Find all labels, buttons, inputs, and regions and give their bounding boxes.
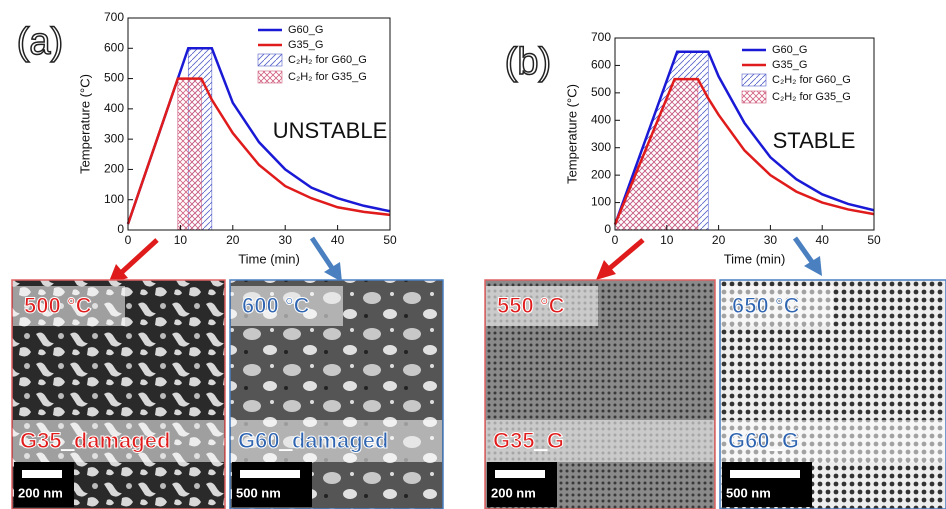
- y-tick-label: 200: [591, 167, 611, 181]
- temperature-label: 500 °C: [24, 293, 92, 318]
- x-axis-title: Time (min): [238, 251, 300, 266]
- sample-label: G60_damaged: [238, 428, 388, 453]
- x-tick-label: 30: [279, 233, 293, 247]
- y-tick-label: 100: [104, 192, 124, 206]
- sem-images: 500 °C G35_damaged 200 nm 600 °C G60_damaged…: [12, 280, 946, 509]
- arrow: [312, 238, 332, 268]
- x-tick-label: 50: [383, 233, 397, 247]
- temperature-label: 650 °C: [732, 293, 800, 318]
- legend-label: G60_G: [288, 24, 323, 36]
- legend-swatch: [742, 91, 766, 103]
- figure: 010203040500100200300400500600700Time (m…: [0, 0, 946, 509]
- annotation: UNSTABLE: [273, 118, 388, 143]
- scale-bar: [22, 470, 62, 478]
- scale-label: 500 nm: [726, 485, 771, 500]
- temperature-label: 600 °C: [242, 293, 310, 318]
- sample-label: G35_damaged: [20, 428, 170, 453]
- x-tick-label: 40: [816, 233, 830, 247]
- legend-swatch: [742, 74, 766, 86]
- sample-label: G60_G: [728, 428, 799, 453]
- legend-label: C₂H₂ for G35_G: [288, 71, 367, 83]
- y-tick-label: 600: [591, 58, 611, 72]
- arrow: [795, 238, 812, 262]
- y-axis-title: Temperature (°C): [564, 84, 579, 184]
- y-tick-label: 100: [591, 195, 611, 209]
- y-tick-label: 400: [104, 101, 124, 115]
- legend-label: C₂H₂ for G60_G: [772, 74, 851, 86]
- x-tick-label: 10: [660, 233, 674, 247]
- x-axis-title: Time (min): [724, 251, 786, 266]
- y-tick-label: 500: [104, 71, 124, 85]
- x-tick-label: 0: [125, 233, 132, 247]
- y-tick-label: 300: [591, 140, 611, 154]
- legend-swatch: [258, 71, 282, 83]
- y-tick-label: 500: [591, 85, 611, 99]
- hatched-span: [615, 79, 698, 230]
- y-tick-label: 0: [117, 222, 124, 236]
- temperature-label: 550 °C: [497, 293, 565, 318]
- panel-label: (b): [505, 41, 551, 83]
- scale-label: 200 nm: [18, 485, 63, 500]
- y-tick-label: 600: [104, 40, 124, 54]
- y-tick-label: 300: [104, 131, 124, 145]
- legend-label: G35_G: [772, 59, 807, 71]
- x-tick-label: 30: [764, 233, 778, 247]
- x-tick-label: 50: [867, 233, 881, 247]
- sample-label: G35_G: [493, 428, 564, 453]
- y-tick-label: 700: [104, 10, 124, 24]
- legend-label: G60_G: [772, 44, 807, 56]
- y-tick-label: 700: [591, 30, 611, 44]
- y-axis-title: Temperature (°C): [77, 74, 92, 174]
- y-tick-label: 400: [591, 112, 611, 126]
- panel-label: (a): [17, 21, 63, 63]
- arrow-head: [804, 256, 822, 276]
- legend-swatch: [258, 54, 282, 66]
- scale-label: 500 nm: [236, 485, 281, 500]
- x-tick-label: 20: [712, 233, 726, 247]
- x-tick-label: 10: [174, 233, 188, 247]
- y-tick-label: 200: [104, 162, 124, 176]
- scale-bar: [495, 470, 545, 478]
- y-tick-label: 0: [604, 222, 611, 236]
- scale-bar: [240, 470, 300, 478]
- x-tick-label: 20: [226, 233, 240, 247]
- x-tick-label: 40: [331, 233, 345, 247]
- legend-label: G35_G: [288, 39, 323, 51]
- scale-bar: [730, 470, 800, 478]
- x-tick-label: 0: [612, 233, 619, 247]
- annotation: STABLE: [773, 128, 856, 153]
- legend-label: C₂H₂ for G35_G: [772, 91, 851, 103]
- legend-label: C₂H₂ for G60_G: [288, 54, 367, 66]
- hatched-span: [178, 79, 202, 230]
- scale-label: 200 nm: [491, 485, 536, 500]
